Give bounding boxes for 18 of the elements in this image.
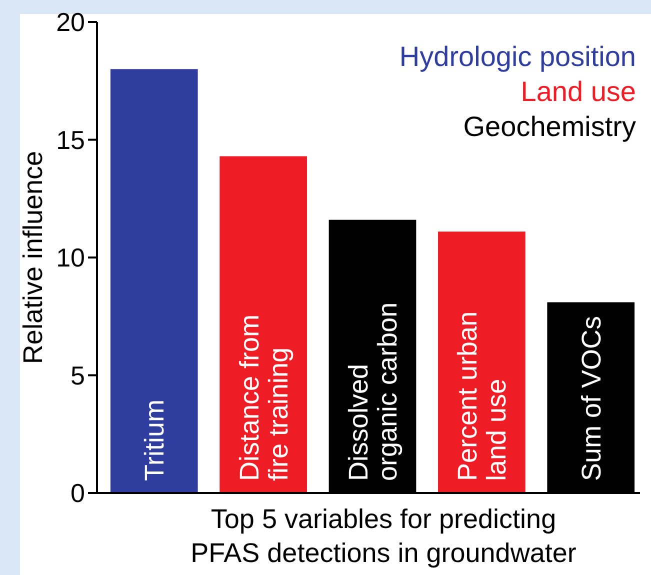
x-tick-label: Sum of VOCs xyxy=(576,316,606,481)
y-tick-label: 10 xyxy=(56,242,85,273)
x-tick-label: Dissolved organic carbon xyxy=(343,302,402,481)
y-tick-label: 20 xyxy=(56,7,85,38)
text: Hydrologic position xyxy=(399,41,636,72)
bar xyxy=(110,69,198,493)
x-tick-label: Tritium xyxy=(140,400,170,481)
bar xyxy=(438,232,526,493)
text: Land use xyxy=(520,76,636,107)
y-tick-label: 15 xyxy=(56,124,85,155)
bar xyxy=(220,156,307,493)
x-tick-label: Percent urban land use xyxy=(452,311,512,481)
text: Geochemistry xyxy=(463,111,636,142)
y-axis-title: Relative influence xyxy=(18,150,48,364)
y-tick-label: 5 xyxy=(70,360,85,390)
x-tick-label: Distance from fire training xyxy=(234,314,294,481)
y-tick-label: 0 xyxy=(70,478,85,508)
x-axis-title: Top 5 variables for predicting PFAS detections in groundwater xyxy=(190,504,576,568)
